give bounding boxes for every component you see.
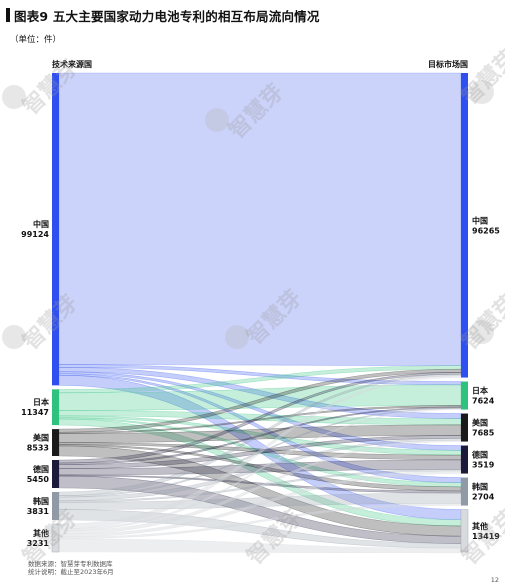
target-node — [461, 477, 468, 506]
footer-note: 统计说明：截止至2023年6月 — [28, 568, 114, 576]
source-node — [52, 492, 59, 520]
flow-link — [58, 538, 462, 554]
source-node-name: 韩国 — [33, 496, 49, 506]
source-node-value: 3831 — [27, 507, 50, 516]
target-node-value: 13419 — [472, 532, 500, 541]
target-node-value: 7624 — [472, 397, 495, 406]
chart-title: 图表9 五大主要国家动力电池专利的相互布局流向情况 — [14, 9, 320, 24]
target-axis-header: 目标市场国 — [428, 59, 468, 69]
source-node-name: 其他 — [33, 528, 49, 538]
source-node — [52, 429, 59, 456]
flow-link — [58, 72, 462, 366]
source-node — [51, 523, 60, 553]
target-node-name: 中国 — [472, 215, 488, 225]
target-node — [461, 413, 468, 442]
title-accent-bar — [6, 8, 10, 22]
source-node — [52, 460, 59, 488]
source-node — [52, 389, 59, 426]
source-node-name: 日本 — [33, 397, 49, 407]
target-node-value: 96265 — [472, 226, 500, 235]
target-node-name: 韩国 — [472, 482, 488, 492]
target-node-name: 德国 — [472, 450, 488, 460]
target-node-name: 其他 — [472, 521, 488, 531]
page-number: 12 — [490, 576, 499, 584]
source-node-value: 99124 — [21, 230, 49, 239]
source-axis-header: 技术来源国 — [52, 59, 92, 69]
target-node-value: 2704 — [472, 493, 495, 502]
source-node-value: 8533 — [27, 444, 49, 453]
source-node-name: 德国 — [33, 464, 49, 474]
target-node-name: 日本 — [472, 386, 488, 396]
unit-label: （单位：件） — [10, 35, 62, 45]
source-node-value: 11347 — [21, 408, 49, 417]
source-node-value: 3231 — [27, 539, 50, 548]
target-node — [461, 381, 468, 410]
target-node — [460, 509, 469, 553]
source-node — [52, 73, 59, 386]
target-node — [461, 445, 468, 474]
source-node-name: 中国 — [33, 219, 49, 229]
footer: 数据来源：智慧芽专利数据库 统计说明：截止至2023年6月 — [28, 560, 114, 576]
source-node-value: 5450 — [27, 475, 50, 484]
flow-links — [58, 72, 462, 554]
target-node-value: 3519 — [472, 461, 495, 470]
source-node-name: 美国 — [33, 433, 49, 443]
target-node-value: 7685 — [472, 429, 495, 438]
target-node — [461, 73, 468, 378]
footer-source: 数据来源：智慧芽专利数据库 — [28, 560, 113, 568]
target-node-name: 美国 — [472, 418, 488, 428]
